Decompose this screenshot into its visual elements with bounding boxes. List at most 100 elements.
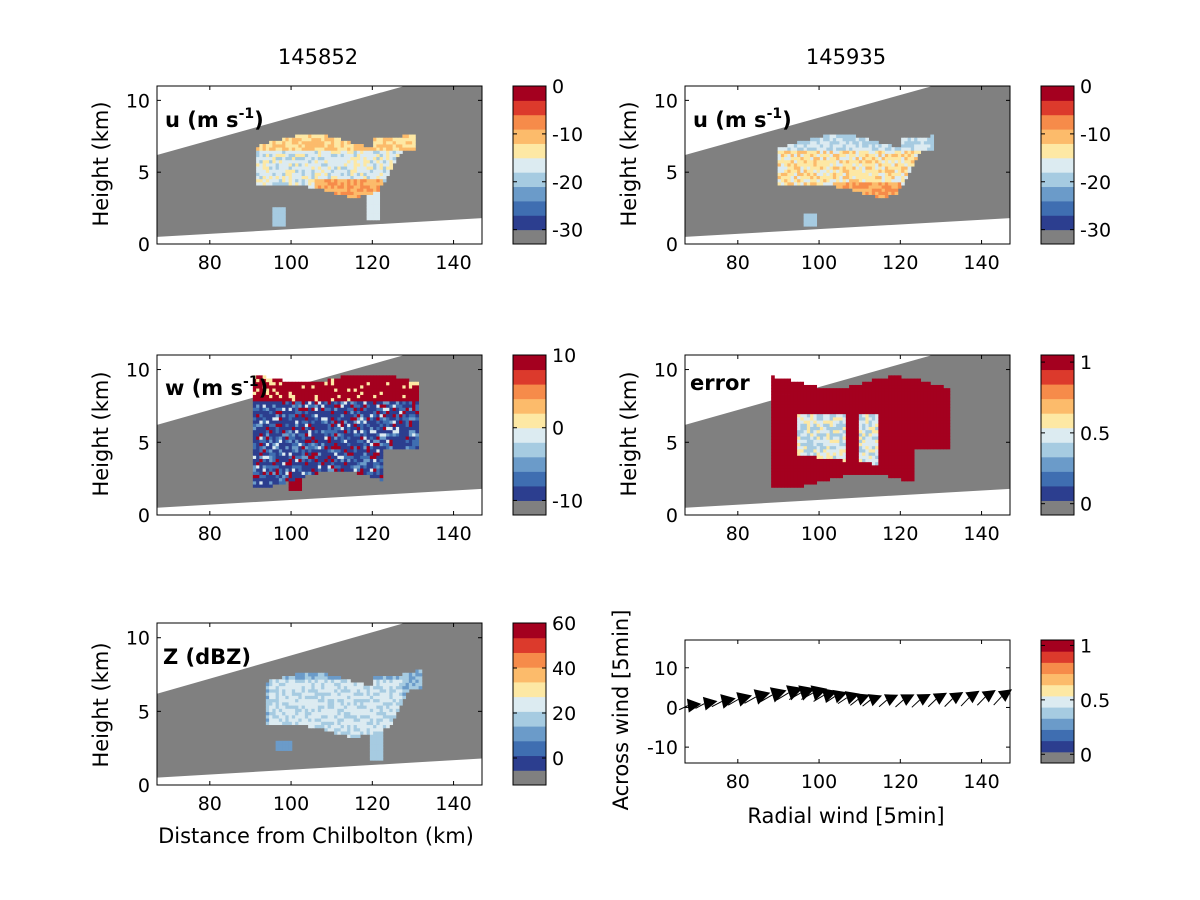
u-right-cell xyxy=(862,169,866,173)
w-ytick-label: 5 xyxy=(138,432,150,454)
u-right-cell xyxy=(784,175,788,180)
error-cell xyxy=(819,436,824,440)
error-cell xyxy=(875,404,879,408)
u-left-cell xyxy=(311,156,316,161)
error-cell xyxy=(777,468,782,472)
error-cell xyxy=(865,461,870,466)
error-cell xyxy=(884,439,889,443)
z-cell xyxy=(275,705,280,709)
u-left-cell xyxy=(360,188,364,192)
error-cell xyxy=(862,407,866,411)
z-cell xyxy=(317,718,322,722)
error-cell xyxy=(897,426,902,431)
w-cell xyxy=(304,458,309,463)
w-cell xyxy=(366,420,371,424)
u-left-cell xyxy=(353,166,358,170)
u-right-cell xyxy=(897,175,902,180)
error-cell xyxy=(897,378,902,383)
w-cell xyxy=(282,455,286,459)
u-left-cell xyxy=(386,159,390,164)
error-cell xyxy=(871,432,876,437)
u-left-cell xyxy=(308,175,312,180)
z-cell xyxy=(275,679,280,683)
u-left-cell xyxy=(350,159,355,164)
error-cell xyxy=(823,436,827,440)
w-cell xyxy=(369,452,374,456)
z-cell xyxy=(330,685,335,690)
w-cell xyxy=(262,474,267,479)
u-left-cell xyxy=(379,159,384,164)
u-left-cell xyxy=(343,159,348,164)
u-left-cell xyxy=(272,166,277,170)
u-right-cell xyxy=(855,169,860,173)
w-cell xyxy=(327,381,332,386)
u-right-cell xyxy=(790,169,795,173)
u-left-cell xyxy=(321,134,325,139)
error-cell xyxy=(780,484,785,488)
error-cell xyxy=(878,416,883,421)
error-cell xyxy=(800,400,805,405)
w-cell xyxy=(340,432,345,437)
u-right-cell xyxy=(842,172,847,177)
error-cell xyxy=(901,445,905,450)
u-left-cell xyxy=(382,178,387,183)
u-right-cell xyxy=(787,150,792,154)
w-cell xyxy=(317,426,322,431)
w-cell xyxy=(350,423,355,427)
error-cell xyxy=(800,407,805,411)
error-cell xyxy=(810,404,814,408)
w-cell xyxy=(262,391,267,395)
error-cell xyxy=(845,448,850,453)
error-cell xyxy=(862,436,866,440)
w-cell xyxy=(301,391,306,395)
w-cell xyxy=(291,394,296,399)
error-cell xyxy=(771,381,775,386)
u-left-cell xyxy=(366,150,371,154)
u-right-cell xyxy=(780,175,785,180)
w-cell xyxy=(291,468,296,472)
error-cell xyxy=(790,452,795,456)
w-cell xyxy=(366,468,371,472)
w-cell xyxy=(252,397,257,402)
w-cell xyxy=(285,448,290,453)
error-cell xyxy=(940,410,944,415)
w-cell xyxy=(373,432,377,437)
w-cell xyxy=(308,429,312,434)
error-cell xyxy=(784,464,788,469)
error-cell xyxy=(787,378,792,383)
u-right-cell xyxy=(813,162,818,167)
error-cell xyxy=(904,420,909,424)
w-cell xyxy=(301,384,306,389)
w-cell xyxy=(282,468,286,472)
error-cell xyxy=(875,455,879,459)
u-right-cell xyxy=(901,169,905,173)
w-cell xyxy=(295,448,299,453)
w-cell xyxy=(369,439,374,443)
u-right-cell xyxy=(784,181,788,186)
z-cell xyxy=(337,727,342,732)
w-cell xyxy=(347,452,351,456)
error-cell xyxy=(865,448,870,453)
z-cell xyxy=(324,724,329,729)
u-left-cell xyxy=(376,169,381,173)
u-left-cell xyxy=(363,185,368,189)
z-cell xyxy=(269,679,273,683)
z-cell xyxy=(304,688,309,693)
error-cell xyxy=(780,477,785,482)
w-cell xyxy=(324,439,329,443)
error-cell xyxy=(888,455,892,459)
u-right-cell xyxy=(875,140,879,145)
w-cell xyxy=(321,407,325,411)
w-cell xyxy=(376,384,381,389)
error-cell xyxy=(793,384,798,389)
error-cell xyxy=(884,410,889,415)
u-right-cell xyxy=(810,216,814,221)
w-cell xyxy=(402,416,407,421)
u-right-cell xyxy=(923,144,928,148)
w-cell xyxy=(373,384,377,389)
error-cell xyxy=(907,445,912,450)
w-cell xyxy=(363,420,368,424)
w-cell xyxy=(366,432,371,437)
z-cell xyxy=(334,724,338,729)
error-cell xyxy=(771,455,775,459)
